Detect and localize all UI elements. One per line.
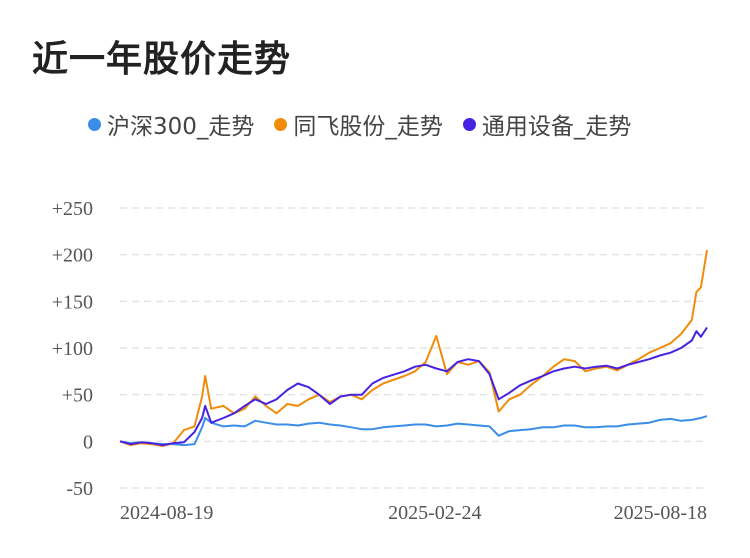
legend-item-tongfei[interactable]: 同飞股份_走势	[274, 107, 443, 141]
series-lines	[119, 249, 708, 447]
legend-label-tongfei: 同飞股份_走势	[293, 114, 443, 140]
grid-lines	[120, 207, 707, 489]
x-tick-label: 2024-08-19	[120, 502, 213, 524]
x-tick-label: 2025-08-18	[614, 502, 707, 524]
legend-marker-general-equipment	[462, 117, 476, 131]
y-tick-label: +250	[52, 198, 93, 220]
legend-item-general-equipment[interactable]: 通用设备_走势	[462, 107, 632, 141]
x-axis: 2024-08-19 2025-02-24 2025-08-18	[120, 502, 707, 524]
chart-title: 近一年股价走势	[32, 39, 292, 80]
y-tick-label: +200	[52, 245, 93, 267]
series-line-general-equipment	[119, 326, 708, 447]
y-tick-label: +50	[62, 385, 93, 407]
y-tick-label: 0	[83, 431, 93, 453]
legend-marker-tongfei	[274, 117, 288, 131]
y-axis: +250 +200 +150 +100 +50 0 -50	[52, 198, 93, 500]
legend-label-general-equipment: 通用设备_走势	[481, 114, 632, 140]
x-tick-label: 2025-02-24	[388, 502, 481, 524]
legend-label-hs300: 沪深300_走势	[107, 114, 255, 140]
legend: 沪深300_走势 同飞股份_走势 通用设备_走势	[88, 108, 631, 140]
series-line-hs300	[119, 415, 708, 447]
legend-marker-hs300	[88, 117, 101, 131]
y-tick-label: +150	[52, 291, 93, 313]
y-tick-label: -50	[66, 478, 93, 500]
y-tick-label: +100	[52, 338, 93, 360]
legend-item-hs300[interactable]: 沪深300_走势	[88, 107, 254, 141]
